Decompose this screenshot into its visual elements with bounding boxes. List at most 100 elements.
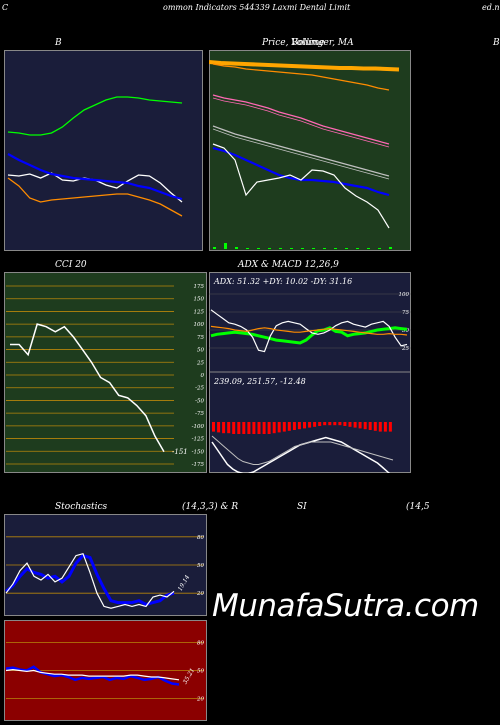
rsi-tick-label: 50 [197, 669, 204, 675]
macd-histogram-bar [313, 422, 317, 427]
adx-tick-label: 75 [402, 310, 409, 316]
macd-histogram-bar [373, 422, 377, 431]
macd-histogram-bar [333, 422, 337, 426]
panel-background [4, 50, 203, 251]
price-series-line-0 [212, 63, 390, 91]
volume-bar [235, 247, 238, 249]
macd-histogram-bar [227, 422, 231, 434]
macd-histogram-bar [232, 422, 236, 434]
cci-tick-label: 175 [194, 284, 205, 290]
stochastics-params: (14,3,3) & R [182, 502, 239, 512]
cci-tick-label: -175 [192, 462, 205, 468]
macd-readout: 239.09, 251.57, -12.48 [213, 377, 306, 386]
macd-histogram-bar [343, 422, 347, 426]
volume-bar [378, 248, 381, 249]
rsi-params: (14,5 [406, 502, 430, 512]
macd-histogram-bar [378, 422, 382, 432]
cci-tick-label: -75 [195, 411, 204, 417]
price-series-line-1 [212, 94, 390, 145]
volume-bar [334, 248, 337, 249]
adx-tick-label: 25 [401, 346, 409, 352]
cci-tick-label: 50 [197, 348, 204, 354]
macd-histogram-bar [277, 422, 281, 433]
macd-histogram-bar [252, 422, 256, 434]
macd-histogram-bar [328, 422, 332, 426]
rsi-title: SI [297, 502, 307, 512]
macd-histogram-bar [358, 422, 362, 429]
adx-tick-label: 50 [402, 328, 409, 334]
cci-tick-label: 125 [194, 309, 205, 315]
cci-tick-label: -100 [192, 424, 205, 430]
stoch-series-line-0 [5, 553, 175, 607]
page-title: ommon Indicators 544339 Laxmi Dental Lim… [163, 3, 351, 12]
cci-line [10, 323, 165, 453]
cci-tick-label: 0 [201, 373, 205, 379]
cci-title: CCI 20 [55, 260, 87, 270]
bollinger-series-line-3 [7, 177, 183, 217]
volume-bar [268, 248, 271, 249]
volume-bar [345, 248, 348, 249]
volume-bar [356, 248, 359, 249]
macd-histogram-bar [247, 422, 251, 434]
macd-histogram-bar [353, 422, 357, 428]
adx-series-line-2 [210, 325, 408, 336]
stoch-tick-label: 50 [197, 563, 204, 569]
adx-readout: ADX: 51.32 +DY: 10.02 -DY: 31.16 [213, 277, 352, 286]
cci-tick-label: 100 [194, 322, 205, 328]
macd-histogram-bar [383, 422, 387, 432]
cci-tick-label: 150 [194, 297, 205, 303]
macd-histogram-bar [318, 422, 322, 426]
page-title-right: ed.n [482, 3, 500, 12]
volume-bar [312, 248, 315, 249]
macd-histogram-bar [303, 422, 306, 429]
macd-histogram-bar [237, 422, 241, 434]
macd-histogram-bar [222, 422, 226, 434]
volume-overlay-label: Volume [291, 38, 325, 48]
macd-histogram-bar [287, 422, 291, 431]
rsi-series-line-1 [5, 668, 180, 681]
price-upper-band [209, 60, 400, 72]
panel-background [209, 50, 411, 251]
rsi-tick-label: 80 [197, 641, 204, 647]
volume-bar [213, 247, 216, 249]
volume-bar [367, 248, 370, 249]
volume-bar [323, 248, 326, 249]
cci-tick-label: -25 [195, 386, 204, 392]
macd-histogram-bar [308, 422, 312, 428]
price-series-shadow-2 [212, 128, 390, 180]
panel-background [4, 272, 207, 473]
macd-histogram-bar [282, 422, 286, 432]
price-ma-title: Price, Bollinger, MA [262, 38, 354, 48]
bollinger-series-line-2 [7, 153, 183, 201]
volume-bar [301, 248, 304, 249]
volume-bar [389, 247, 392, 249]
cci-tick-label: -150 [192, 449, 205, 455]
bollinger-chart [4, 50, 203, 251]
bollinger-title: B [55, 38, 62, 48]
adx-series-line-0 [210, 326, 408, 345]
cci-tick-label: 75 [197, 335, 204, 341]
macd-histogram-bar [388, 422, 392, 432]
adx-macd-title: ADX & MACD 12,26,9 [238, 260, 339, 270]
page-title-left: C [2, 3, 9, 12]
price-ma-chart [209, 50, 411, 251]
brand-watermark: MunafaSutra.com [212, 588, 479, 624]
rsi-tick-label: 20 [196, 696, 204, 702]
volume-bar [257, 248, 260, 249]
cci-tick-label: -125 [192, 437, 205, 443]
bollinger-series-line-0 [7, 96, 183, 136]
bollinger-title-right: B [493, 38, 500, 48]
stochastics-title: Stochastics [55, 502, 108, 512]
macd-histogram-bar [257, 422, 261, 434]
macd-histogram-bar [338, 422, 342, 426]
macd-histogram-bar [242, 422, 246, 434]
cci-tick-label: 25 [196, 360, 204, 366]
price-series-shadow-1 [212, 97, 390, 148]
volume-bar [279, 248, 282, 249]
macd-histogram-bar [217, 422, 221, 433]
macd-series-line-1 [211, 435, 394, 465]
stoch-tick-label: 20 [196, 591, 204, 597]
cci-last-value: -151 [172, 448, 188, 456]
